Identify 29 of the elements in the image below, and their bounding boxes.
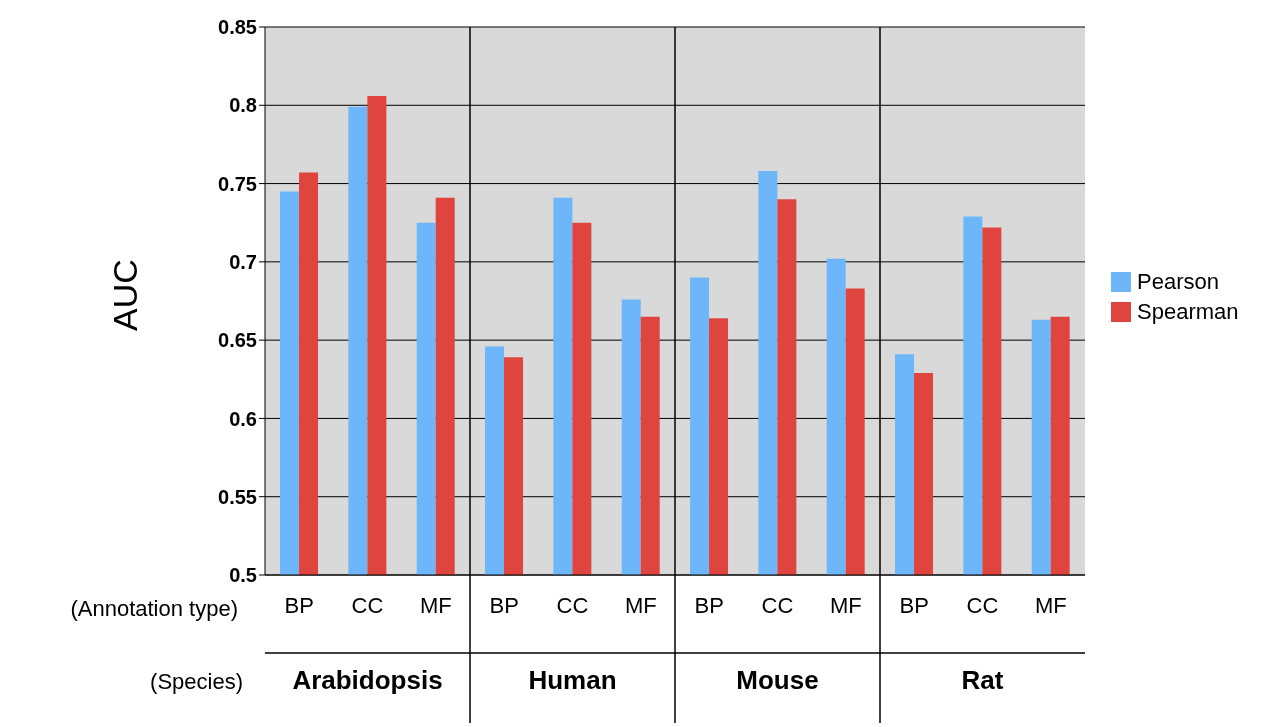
y-tick-label: 0.5 [229,564,257,587]
y-tick-label: 0.7 [229,250,257,273]
x-tick-label: BP [284,592,314,618]
y-tick-label: 0.55 [218,485,257,508]
x-tick-label: MF [829,592,862,618]
text: Human [528,665,617,695]
text: (Species) [150,669,243,694]
x-tick-label: BP [899,592,929,618]
y-tick-label: 0.8 [229,94,257,117]
text: Arabidopsis [292,665,443,695]
x-tick-label: CC [966,592,999,618]
x-tick-label: BP [489,592,519,618]
x-tick-label: CC [351,592,384,618]
legend-label: Spearman [1137,299,1239,325]
x-tick-label: CC [556,592,589,618]
y-tick-label: 0.65 [218,329,257,352]
x-tick-label: BP [694,592,724,618]
y-tick-label: 0.75 [218,172,257,195]
x-tick-label: CC [761,592,794,618]
x-tick-label: MF [1034,592,1067,618]
x-tick-label: MF [419,592,452,618]
x-tick-label: MF [624,592,657,618]
y-tick-label: 0.85 [218,16,257,39]
text: Mouse [736,665,819,695]
y-tick-label: 0.6 [229,407,257,430]
y-axis-title: AUC [106,259,145,331]
text: (Annotation type) [70,596,238,621]
legend-label: Pearson [1137,269,1219,295]
text: Rat [961,665,1004,695]
